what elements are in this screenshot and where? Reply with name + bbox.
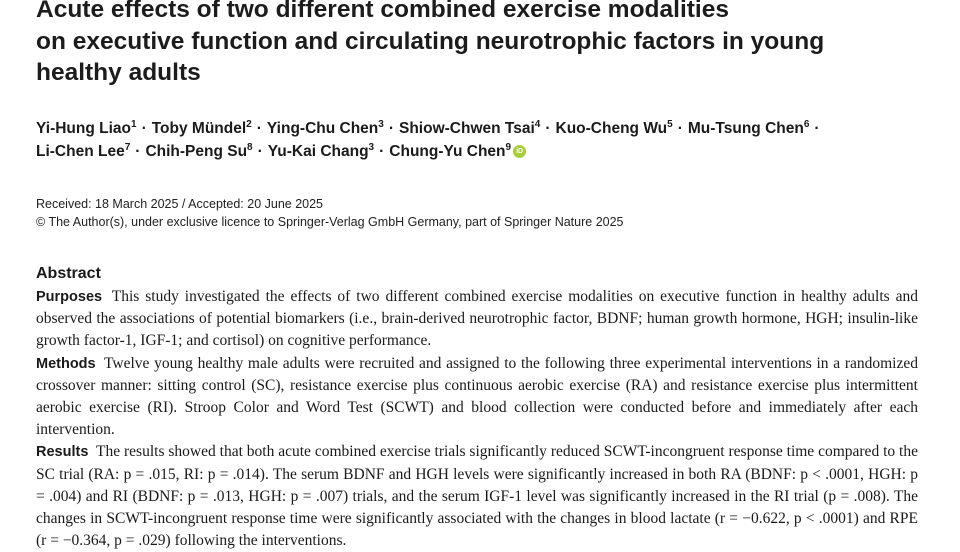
author-name: Chih-Peng Su	[145, 143, 248, 160]
section-label: Methods	[36, 355, 96, 372]
author-line: Li-Chen Lee7 · Chih-Peng Su8 · Yu-Kai Chang3…	[36, 140, 936, 163]
author-affiliation: 9	[505, 142, 512, 153]
author-affiliation: 5	[667, 119, 673, 130]
received-accepted: Received: 18 March 2025 / Accepted: 20 J…	[36, 197, 323, 211]
author-line: Yi-Hung Liao1 · Toby Mündel2 · Ying-Chu Chen…	[36, 117, 936, 140]
title-line: healthy adults	[36, 59, 201, 86]
author-name: Yu-Kai Chang	[267, 143, 369, 160]
author-name: Li-Chen Lee	[36, 143, 125, 160]
author-separator: ·	[256, 120, 262, 137]
article-dates: Received: 18 March 2025 / Accepted: 20 J…	[36, 195, 936, 231]
author-separator: ·	[814, 120, 820, 137]
author-separator: ·	[388, 120, 394, 137]
copyright-notice: © The Author(s), under exclusive licence…	[36, 215, 624, 229]
abstract-methods: Methods Twelve young healthy male adults…	[36, 353, 918, 442]
article-title: Acute effects of two different combined …	[36, 0, 936, 89]
author-affiliation: 2	[246, 119, 252, 130]
author-name: Shiow-Chwen Tsai	[399, 120, 535, 137]
author-name: Ying-Chu Chen	[266, 120, 379, 137]
author-affiliation: 7	[124, 142, 131, 153]
section-text: This study investigated the effects of t…	[36, 288, 918, 350]
author-affiliation: 1	[131, 119, 137, 130]
abstract-body: Purposes This study investigated the eff…	[36, 286, 918, 552]
abstract-heading: Abstract	[36, 265, 101, 282]
section-label: Results	[36, 444, 89, 461]
author-name: Chung-Yu Chen	[389, 143, 506, 160]
author-affiliation: 6	[803, 119, 810, 130]
author-name: Kuo-Cheng Wu	[555, 120, 668, 137]
title-line: on executive function and circulating ne…	[36, 27, 825, 55]
author-separator: ·	[257, 143, 263, 160]
author-separator: ·	[379, 143, 385, 160]
title-line: Acute effects of two different combined …	[36, 0, 729, 23]
author-separator: ·	[677, 120, 683, 137]
section-text: Twelve young healthy male adults were re…	[36, 354, 918, 439]
author-separator: ·	[141, 120, 147, 137]
author-affiliation: 4	[534, 119, 541, 130]
author-name: Mu-Tsung Chen	[687, 120, 804, 137]
author-separator: ·	[135, 143, 141, 160]
orcid-icon[interactable]: iD	[513, 145, 527, 158]
author-affiliation: 8	[247, 142, 253, 153]
section-label: Purposes	[36, 289, 103, 305]
author-separator: ·	[545, 120, 551, 137]
author-name: Toby Mündel	[151, 120, 247, 137]
author-affiliation: 3	[378, 119, 384, 130]
section-text: The results showed that both acute combi…	[36, 443, 918, 550]
author-name: Yi-Hung Liao	[36, 120, 131, 137]
abstract-purposes: Purposes This study investigated the eff…	[36, 286, 918, 353]
author-list: Yi-Hung Liao1 · Toby Mündel2 · Ying-Chu Chen…	[36, 117, 936, 163]
abstract-results: Results The results showed that both acu…	[36, 441, 918, 552]
author-affiliation: 3	[368, 142, 375, 153]
